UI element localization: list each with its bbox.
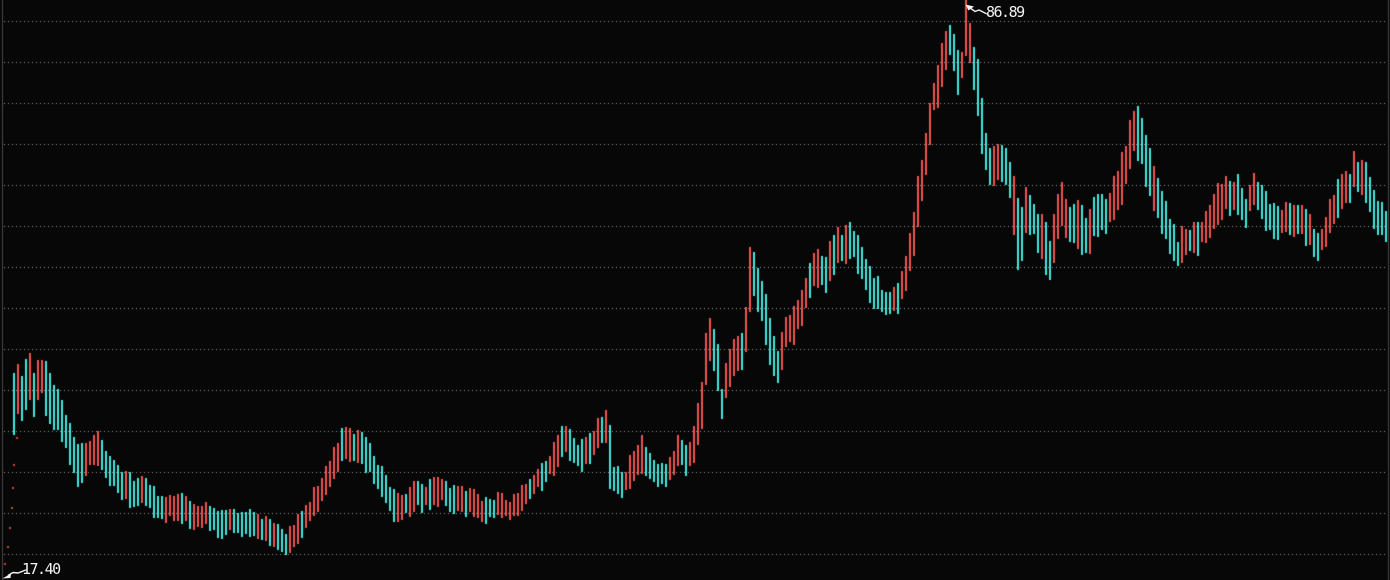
max-price-label: 86.89 bbox=[986, 3, 1025, 21]
min-price-arrow-icon bbox=[2, 568, 28, 579]
max-price-arrow-icon bbox=[965, 4, 988, 15]
min-price-label: 17.40 bbox=[22, 560, 61, 578]
